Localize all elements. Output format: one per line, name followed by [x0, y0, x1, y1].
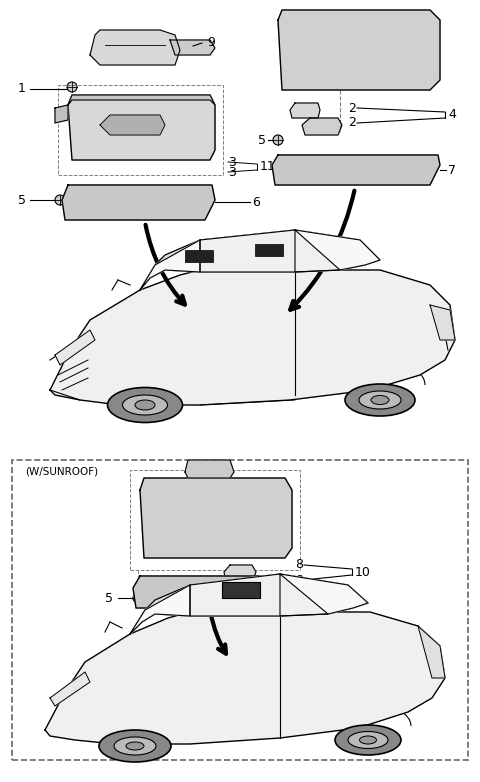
Text: 10: 10 [355, 566, 371, 579]
Ellipse shape [133, 593, 143, 603]
Ellipse shape [67, 82, 77, 92]
Polygon shape [140, 240, 200, 290]
Polygon shape [418, 626, 445, 678]
Ellipse shape [371, 396, 389, 404]
Ellipse shape [55, 195, 65, 205]
Polygon shape [280, 574, 368, 616]
Bar [222, 582, 260, 598]
Text: 4: 4 [448, 109, 456, 121]
Bar [270, 493, 286, 548]
Polygon shape [133, 576, 292, 608]
Ellipse shape [273, 135, 283, 145]
Polygon shape [45, 612, 445, 744]
Bar [255, 244, 283, 256]
Text: 6: 6 [252, 196, 260, 209]
Text: 11: 11 [260, 160, 276, 174]
Polygon shape [50, 270, 455, 405]
Polygon shape [430, 305, 455, 340]
Text: 1: 1 [18, 82, 26, 95]
Bar [372, 25, 388, 80]
Polygon shape [100, 115, 165, 135]
Ellipse shape [292, 160, 328, 180]
Polygon shape [90, 30, 180, 65]
Ellipse shape [335, 725, 401, 755]
Text: 2: 2 [348, 102, 356, 114]
Polygon shape [62, 185, 215, 220]
Ellipse shape [108, 388, 182, 422]
Ellipse shape [360, 736, 376, 744]
Polygon shape [224, 565, 256, 582]
Text: 9: 9 [207, 35, 215, 48]
Text: 8: 8 [295, 558, 303, 572]
Bar [285, 43, 433, 55]
Ellipse shape [272, 503, 284, 513]
Polygon shape [290, 103, 320, 118]
Ellipse shape [83, 119, 97, 131]
Bar [237, 493, 253, 548]
Polygon shape [190, 574, 328, 616]
Polygon shape [237, 578, 272, 596]
Polygon shape [278, 10, 440, 90]
Polygon shape [200, 230, 340, 272]
Ellipse shape [289, 30, 301, 40]
Bar [58, 85, 223, 175]
Ellipse shape [126, 742, 144, 750]
Ellipse shape [135, 400, 155, 410]
Ellipse shape [122, 395, 168, 415]
Polygon shape [50, 672, 90, 706]
Text: 8: 8 [295, 573, 303, 586]
Ellipse shape [151, 503, 163, 513]
Ellipse shape [178, 114, 192, 126]
Ellipse shape [150, 585, 180, 601]
Ellipse shape [348, 731, 388, 748]
Polygon shape [68, 95, 215, 105]
Polygon shape [130, 585, 190, 634]
Text: 3: 3 [228, 156, 236, 168]
Bar [130, 470, 300, 570]
Bar [292, 25, 308, 80]
Polygon shape [130, 574, 368, 634]
Polygon shape [185, 460, 234, 478]
Text: 5: 5 [18, 193, 26, 206]
Polygon shape [140, 230, 380, 290]
Text: 2: 2 [348, 117, 356, 130]
Polygon shape [302, 118, 342, 135]
Bar [407, 25, 423, 80]
Text: 3: 3 [228, 166, 236, 178]
Polygon shape [140, 478, 292, 558]
Polygon shape [55, 105, 68, 123]
Ellipse shape [114, 737, 156, 755]
Text: 5: 5 [258, 134, 266, 146]
Bar [332, 25, 348, 80]
Bar [197, 493, 213, 548]
Bar [157, 493, 173, 548]
Ellipse shape [345, 384, 415, 416]
Bar [148, 513, 285, 525]
Bar [185, 250, 213, 262]
Ellipse shape [419, 30, 431, 40]
Ellipse shape [359, 391, 401, 409]
Polygon shape [295, 230, 380, 272]
Polygon shape [68, 95, 215, 160]
Text: 5: 5 [105, 591, 113, 604]
Polygon shape [272, 155, 440, 185]
Polygon shape [170, 40, 215, 55]
Text: 7: 7 [448, 163, 456, 177]
Polygon shape [55, 330, 95, 365]
Text: (W/SUNROOF): (W/SUNROOF) [25, 467, 98, 477]
Bar [12, 460, 468, 760]
Ellipse shape [99, 730, 171, 762]
